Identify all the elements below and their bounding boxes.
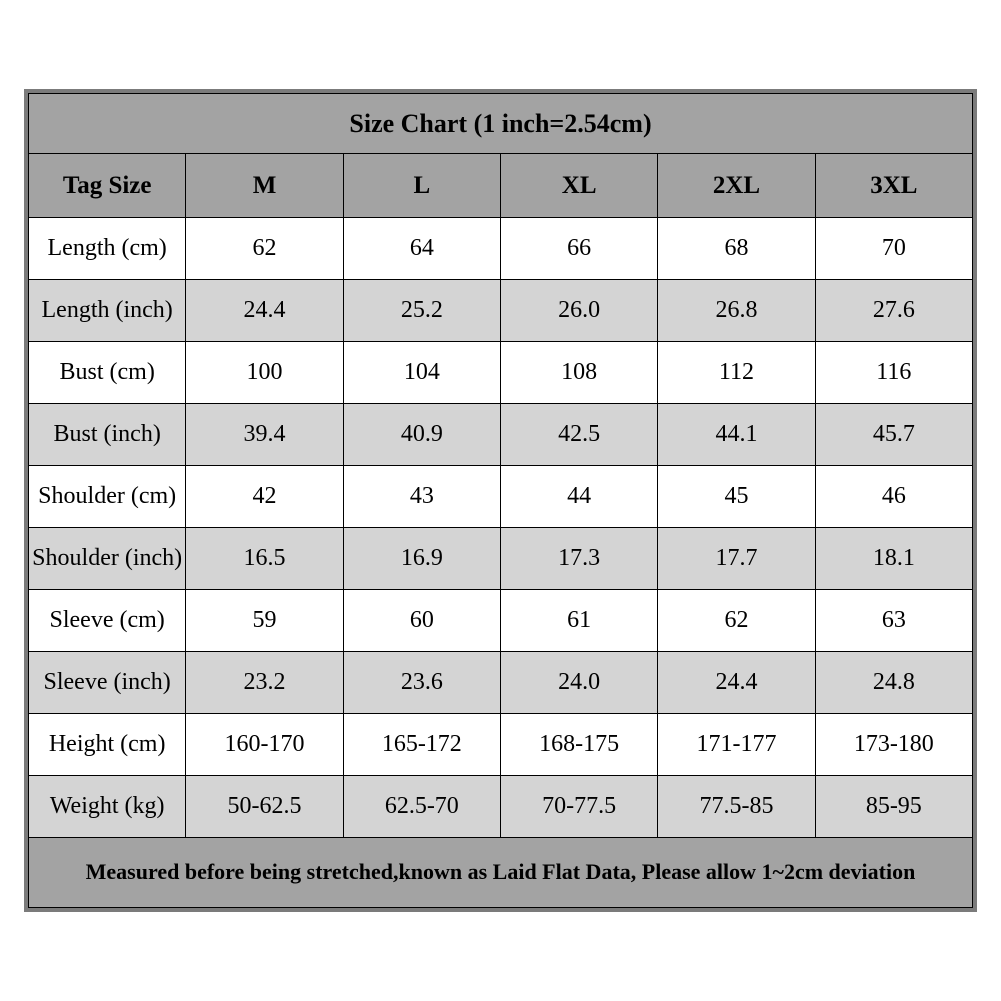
cell-value: 46 [815, 466, 972, 528]
chart-footer: Measured before being stretched,known as… [29, 838, 973, 908]
cell-value: 43 [343, 466, 500, 528]
cell-value: 45 [658, 466, 815, 528]
cell-value: 18.1 [815, 528, 972, 590]
size-chart-container: Size Chart (1 inch=2.54cm) Tag Size M L … [24, 89, 977, 912]
cell-value: 160-170 [186, 714, 343, 776]
cell-value: 168-175 [500, 714, 657, 776]
table-row: Sleeve (inch)23.223.624.024.424.8 [29, 652, 973, 714]
row-label: Shoulder (inch) [29, 528, 186, 590]
cell-value: 42.5 [500, 404, 657, 466]
cell-value: 171-177 [658, 714, 815, 776]
table-row: Shoulder (cm)4243444546 [29, 466, 973, 528]
cell-value: 62.5-70 [343, 776, 500, 838]
cell-value: 173-180 [815, 714, 972, 776]
table-row: Bust (cm)100104108112116 [29, 342, 973, 404]
cell-value: 108 [500, 342, 657, 404]
header-label: Tag Size [29, 154, 186, 218]
cell-value: 63 [815, 590, 972, 652]
row-label: Sleeve (cm) [29, 590, 186, 652]
size-col-3: 2XL [658, 154, 815, 218]
cell-value: 24.4 [658, 652, 815, 714]
row-label: Weight (kg) [29, 776, 186, 838]
cell-value: 112 [658, 342, 815, 404]
row-label: Length (cm) [29, 218, 186, 280]
cell-value: 64 [343, 218, 500, 280]
size-col-4: 3XL [815, 154, 972, 218]
table-row: Weight (kg)50-62.562.5-7070-77.577.5-858… [29, 776, 973, 838]
row-label: Bust (cm) [29, 342, 186, 404]
table-row: Sleeve (cm)5960616263 [29, 590, 973, 652]
size-col-0: M [186, 154, 343, 218]
size-col-1: L [343, 154, 500, 218]
row-label: Sleeve (inch) [29, 652, 186, 714]
cell-value: 85-95 [815, 776, 972, 838]
cell-value: 23.6 [343, 652, 500, 714]
cell-value: 59 [186, 590, 343, 652]
cell-value: 45.7 [815, 404, 972, 466]
cell-value: 165-172 [343, 714, 500, 776]
cell-value: 16.9 [343, 528, 500, 590]
cell-value: 24.4 [186, 280, 343, 342]
cell-value: 60 [343, 590, 500, 652]
cell-value: 44.1 [658, 404, 815, 466]
cell-value: 116 [815, 342, 972, 404]
table-row: Shoulder (inch)16.516.917.317.718.1 [29, 528, 973, 590]
cell-value: 44 [500, 466, 657, 528]
row-label: Shoulder (cm) [29, 466, 186, 528]
cell-value: 61 [500, 590, 657, 652]
cell-value: 66 [500, 218, 657, 280]
cell-value: 17.7 [658, 528, 815, 590]
cell-value: 104 [343, 342, 500, 404]
size-col-2: XL [500, 154, 657, 218]
row-label: Length (inch) [29, 280, 186, 342]
row-label: Bust (inch) [29, 404, 186, 466]
cell-value: 50-62.5 [186, 776, 343, 838]
cell-value: 26.0 [500, 280, 657, 342]
row-label: Height (cm) [29, 714, 186, 776]
cell-value: 26.8 [658, 280, 815, 342]
cell-value: 23.2 [186, 652, 343, 714]
cell-value: 40.9 [343, 404, 500, 466]
table-row: Length (inch)24.425.226.026.827.6 [29, 280, 973, 342]
title-row: Size Chart (1 inch=2.54cm) [29, 94, 973, 154]
cell-value: 17.3 [500, 528, 657, 590]
header-row: Tag Size M L XL 2XL 3XL [29, 154, 973, 218]
cell-value: 24.0 [500, 652, 657, 714]
table-row: Length (cm)6264666870 [29, 218, 973, 280]
cell-value: 62 [658, 590, 815, 652]
cell-value: 100 [186, 342, 343, 404]
cell-value: 42 [186, 466, 343, 528]
chart-title: Size Chart (1 inch=2.54cm) [29, 94, 973, 154]
cell-value: 24.8 [815, 652, 972, 714]
cell-value: 70 [815, 218, 972, 280]
cell-value: 68 [658, 218, 815, 280]
table-row: Height (cm)160-170165-172168-175171-1771… [29, 714, 973, 776]
table-row: Bust (inch)39.440.942.544.145.7 [29, 404, 973, 466]
cell-value: 39.4 [186, 404, 343, 466]
cell-value: 25.2 [343, 280, 500, 342]
size-chart-table: Size Chart (1 inch=2.54cm) Tag Size M L … [28, 93, 973, 908]
cell-value: 62 [186, 218, 343, 280]
cell-value: 70-77.5 [500, 776, 657, 838]
cell-value: 16.5 [186, 528, 343, 590]
cell-value: 77.5-85 [658, 776, 815, 838]
footer-row: Measured before being stretched,known as… [29, 838, 973, 908]
cell-value: 27.6 [815, 280, 972, 342]
